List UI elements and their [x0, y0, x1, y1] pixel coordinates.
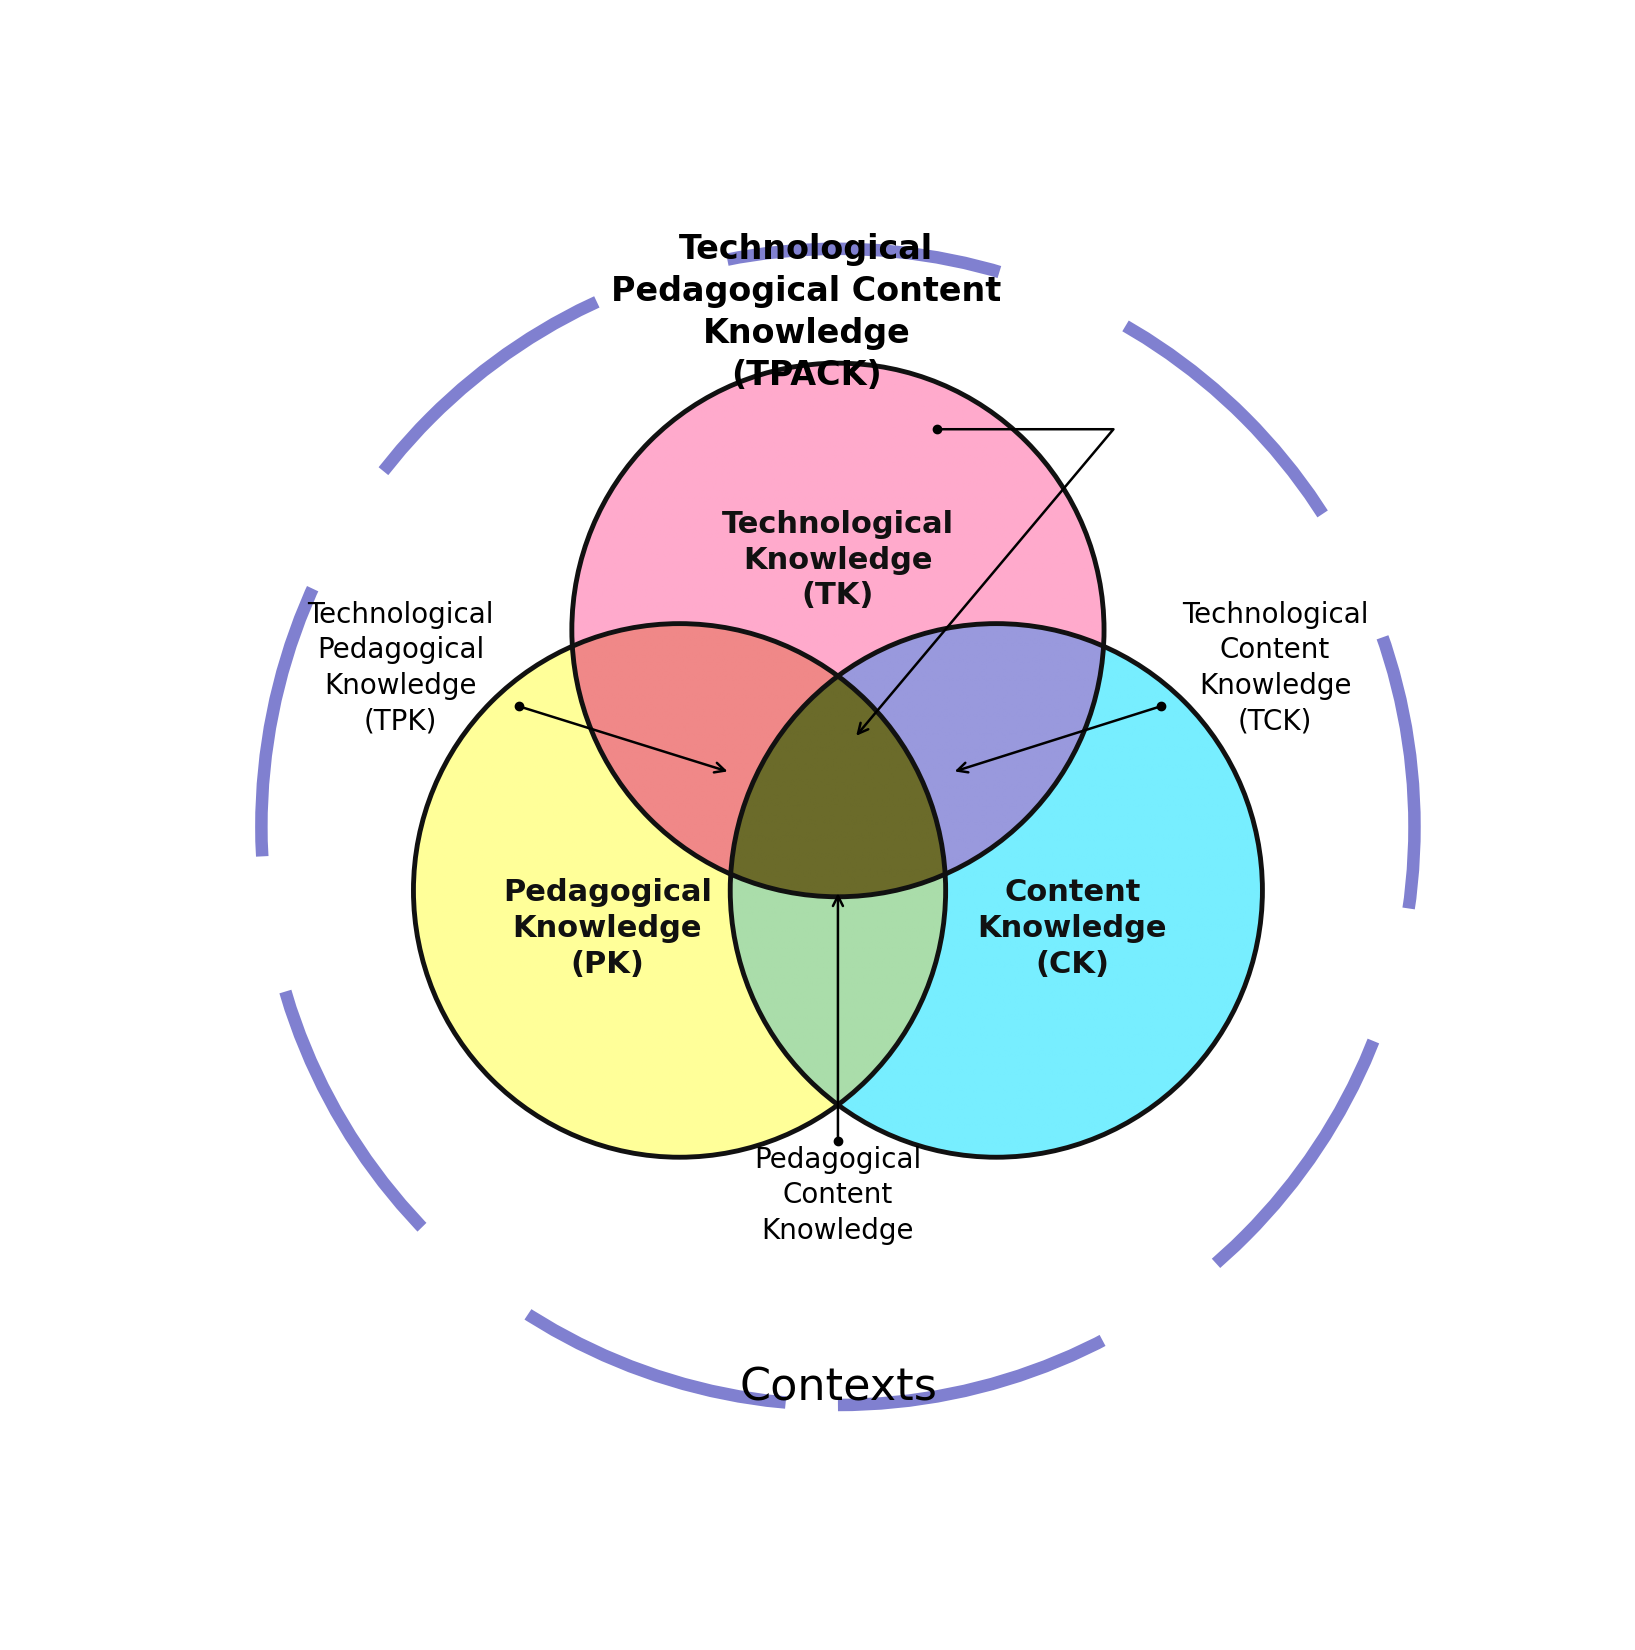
Text: Technological
Content
Knowledge
(TCK): Technological Content Knowledge (TCK)	[1182, 601, 1368, 736]
Text: Content
Knowledge
(CK): Content Knowledge (CK)	[978, 878, 1167, 978]
Text: Technological
Knowledge
(TK): Technological Knowledge (TK)	[723, 510, 953, 610]
Text: Pedagogical
Content
Knowledge: Pedagogical Content Knowledge	[754, 1145, 922, 1246]
Text: Pedagogical
Knowledge
(PK): Pedagogical Knowledge (PK)	[504, 878, 711, 978]
Text: Technological
Pedagogical
Knowledge
(TPK): Technological Pedagogical Knowledge (TPK…	[307, 601, 494, 736]
Text: Contexts: Contexts	[739, 1366, 937, 1411]
Text: Technological
Pedagogical Content
Knowledge
(TPACK): Technological Pedagogical Content Knowle…	[611, 233, 1001, 393]
